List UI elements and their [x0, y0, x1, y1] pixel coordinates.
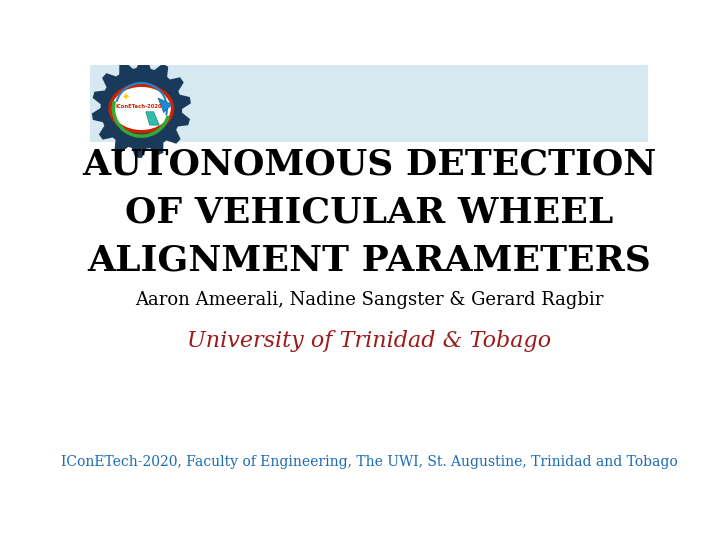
FancyBboxPatch shape [90, 65, 648, 141]
Polygon shape [93, 60, 190, 157]
Circle shape [126, 97, 157, 120]
Polygon shape [145, 112, 159, 125]
Text: AUTONOMOUS DETECTION: AUTONOMOUS DETECTION [82, 147, 656, 181]
Text: Aaron Ameerali, Nadine Sangster & Gerard Ragbir: Aaron Ameerali, Nadine Sangster & Gerard… [135, 291, 603, 309]
Text: ALIGNMENT PARAMETERS: ALIGNMENT PARAMETERS [87, 243, 651, 277]
Text: IConETech-2020: IConETech-2020 [116, 104, 163, 109]
Polygon shape [158, 98, 172, 113]
Text: University of Trinidad & Tobago: University of Trinidad & Tobago [187, 330, 551, 352]
Text: ✦: ✦ [122, 93, 130, 103]
Text: OF VEHICULAR WHEEL: OF VEHICULAR WHEEL [125, 195, 613, 230]
Text: IConETech-2020, Faculty of Engineering, The UWI, St. Augustine, Trinidad and Tob: IConETech-2020, Faculty of Engineering, … [60, 455, 678, 469]
Circle shape [110, 85, 173, 132]
